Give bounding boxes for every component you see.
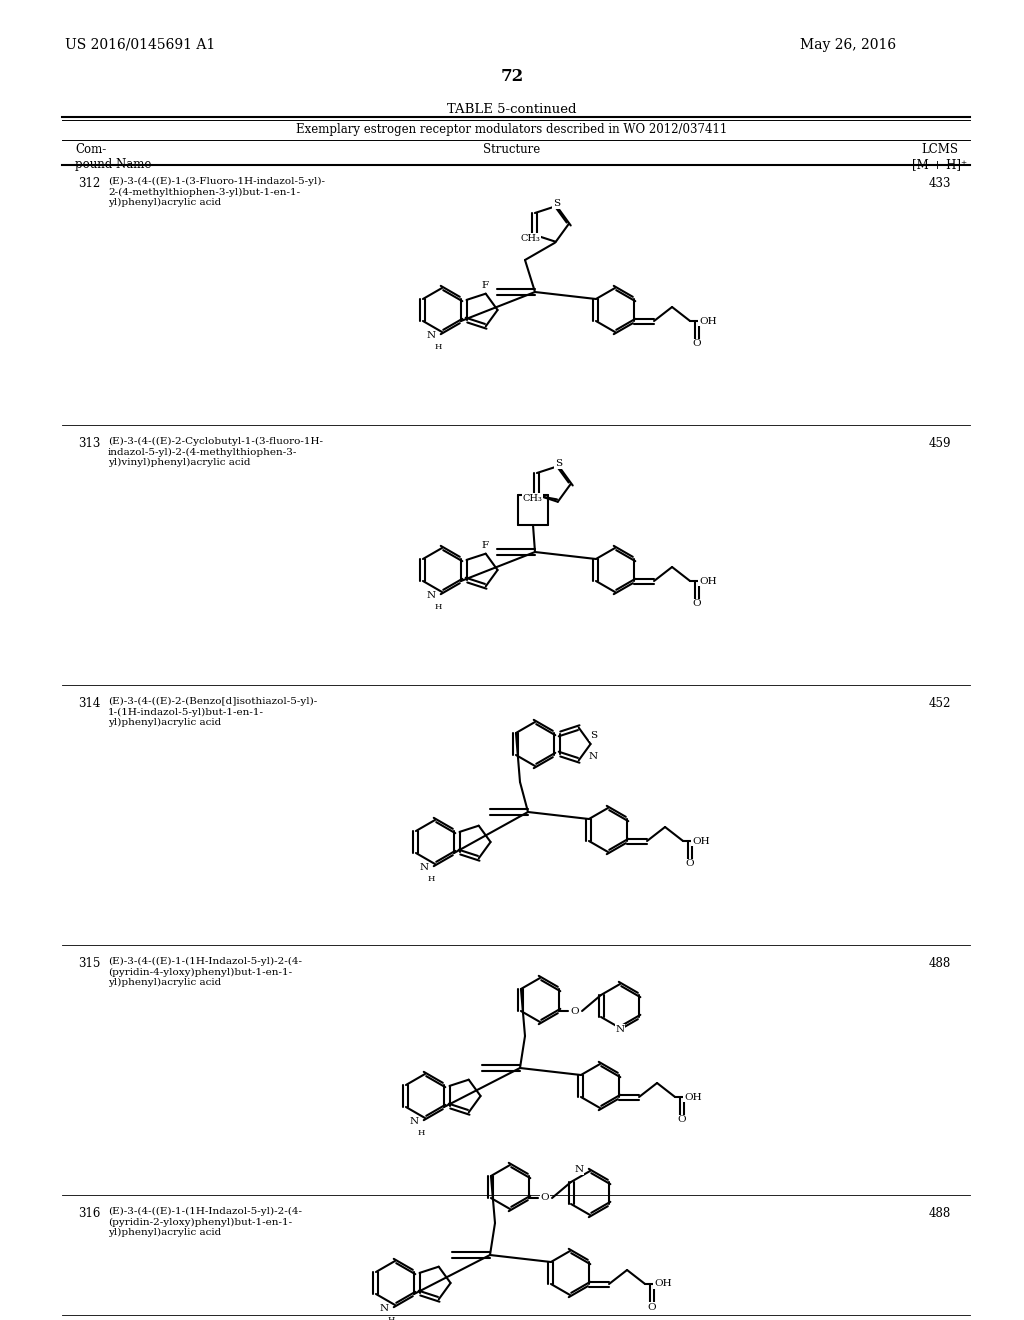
Text: CH₃: CH₃ bbox=[520, 234, 541, 243]
Text: LCMS
[M + H]⁺: LCMS [M + H]⁺ bbox=[912, 143, 968, 172]
Text: OH: OH bbox=[692, 837, 710, 846]
Text: CH₃: CH₃ bbox=[522, 494, 543, 503]
Text: 72: 72 bbox=[501, 69, 523, 84]
Text: 488: 488 bbox=[929, 957, 951, 970]
Text: (E)-3-(4-((E)-1-(1H-Indazol-5-yl)-2-(4-
(pyridin-4-yloxy)phenyl)but-1-en-1-
yl)p: (E)-3-(4-((E)-1-(1H-Indazol-5-yl)-2-(4- … bbox=[108, 957, 302, 987]
Text: F: F bbox=[481, 281, 488, 290]
Text: N: N bbox=[410, 1117, 419, 1126]
Text: H: H bbox=[388, 1316, 395, 1320]
Text: (E)-3-(4-((E)-2-(Benzo[d]isothiazol-5-yl)-
1-(1H-indazol-5-yl)but-1-en-1-
yl)phe: (E)-3-(4-((E)-2-(Benzo[d]isothiazol-5-yl… bbox=[108, 697, 317, 727]
Text: O: O bbox=[541, 1193, 549, 1203]
Text: 316: 316 bbox=[78, 1206, 100, 1220]
Text: Exemplary estrogen receptor modulators described in WO 2012/037411: Exemplary estrogen receptor modulators d… bbox=[296, 123, 728, 136]
Text: N: N bbox=[426, 591, 435, 599]
Text: OH: OH bbox=[699, 317, 717, 326]
Text: N: N bbox=[589, 751, 598, 760]
Text: H: H bbox=[435, 343, 442, 351]
Text: 452: 452 bbox=[929, 697, 951, 710]
Text: (E)-3-(4-((E)-2-Cyclobutyl-1-(3-fluoro-1H-
indazol-5-yl)-2-(4-methylthiophen-3-
: (E)-3-(4-((E)-2-Cyclobutyl-1-(3-fluoro-1… bbox=[108, 437, 323, 467]
Text: O: O bbox=[693, 599, 701, 609]
Text: N: N bbox=[574, 1166, 584, 1175]
Text: 313: 313 bbox=[78, 437, 100, 450]
Text: S: S bbox=[590, 731, 597, 739]
Text: H: H bbox=[418, 1130, 425, 1138]
Text: 433: 433 bbox=[929, 177, 951, 190]
Text: H: H bbox=[435, 603, 442, 611]
Text: 459: 459 bbox=[929, 437, 951, 450]
Text: O: O bbox=[570, 1006, 580, 1015]
Text: (E)-3-(4-((E)-1-(3-Fluoro-1H-indazol-5-yl)-
2-(4-methylthiophen-3-yl)but-1-en-1-: (E)-3-(4-((E)-1-(3-Fluoro-1H-indazol-5-y… bbox=[108, 177, 325, 207]
Text: 315: 315 bbox=[78, 957, 100, 970]
Text: O: O bbox=[648, 1303, 656, 1312]
Text: N: N bbox=[380, 1304, 388, 1313]
Text: S: S bbox=[555, 459, 562, 469]
Text: OH: OH bbox=[654, 1279, 672, 1288]
Text: O: O bbox=[693, 339, 701, 348]
Text: Com-
pound Name: Com- pound Name bbox=[75, 143, 152, 172]
Text: N: N bbox=[420, 863, 429, 871]
Text: OH: OH bbox=[684, 1093, 701, 1101]
Text: 314: 314 bbox=[78, 697, 100, 710]
Text: N: N bbox=[615, 1024, 625, 1034]
Text: F: F bbox=[481, 541, 488, 550]
Text: O: O bbox=[678, 1115, 686, 1125]
Text: 312: 312 bbox=[78, 177, 100, 190]
Text: N: N bbox=[426, 331, 435, 339]
Text: Structure: Structure bbox=[483, 143, 541, 156]
Text: OH: OH bbox=[699, 577, 717, 586]
Text: May 26, 2016: May 26, 2016 bbox=[800, 38, 896, 51]
Text: (E)-3-(4-((E)-1-(1H-Indazol-5-yl)-2-(4-
(pyridin-2-yloxy)phenyl)but-1-en-1-
yl)p: (E)-3-(4-((E)-1-(1H-Indazol-5-yl)-2-(4- … bbox=[108, 1206, 302, 1237]
Text: 488: 488 bbox=[929, 1206, 951, 1220]
Text: O: O bbox=[686, 859, 694, 869]
Text: H: H bbox=[428, 875, 435, 883]
Text: TABLE 5-continued: TABLE 5-continued bbox=[447, 103, 577, 116]
Text: US 2016/0145691 A1: US 2016/0145691 A1 bbox=[65, 38, 215, 51]
Text: S: S bbox=[553, 199, 560, 209]
